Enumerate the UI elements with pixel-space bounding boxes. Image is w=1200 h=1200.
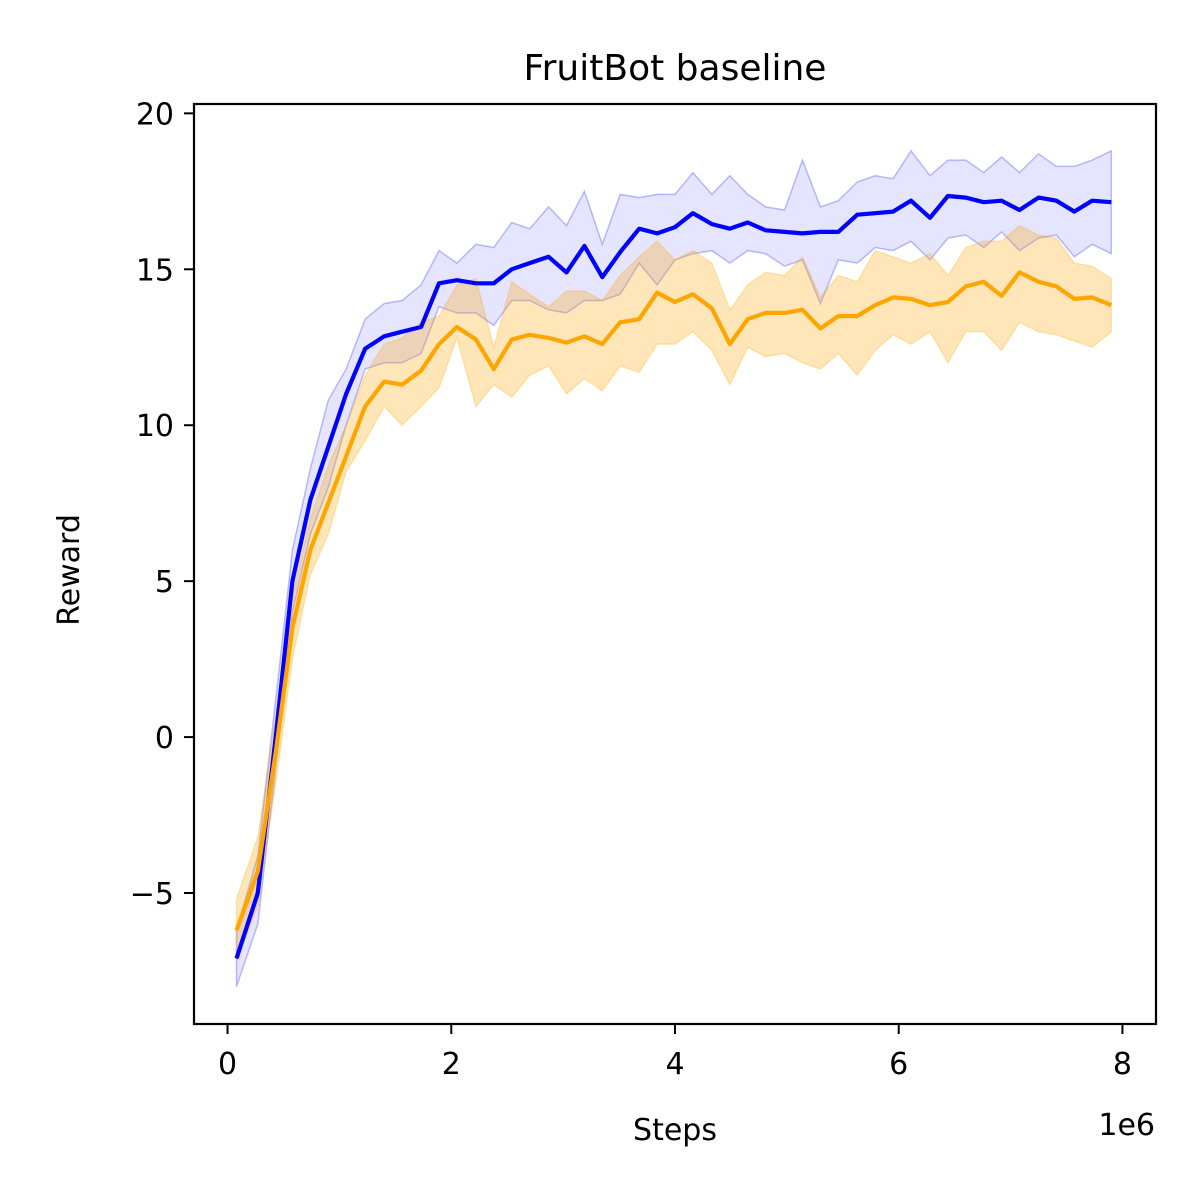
y-tick-label: −5 xyxy=(130,877,174,912)
x-tick-label: 4 xyxy=(665,1047,684,1082)
series-2-line xyxy=(234,270,1113,932)
series-1-band xyxy=(235,149,1113,987)
series-2-band xyxy=(235,224,1113,962)
x-axis-label: Steps xyxy=(633,1113,717,1148)
chart-title: FruitBot baseline xyxy=(524,48,827,89)
series-lines xyxy=(234,193,1113,960)
y-tick-label: 15 xyxy=(136,253,174,288)
x-tick-label: 2 xyxy=(442,1047,461,1082)
y-tick-label: 0 xyxy=(155,721,174,756)
y-tick-label: 10 xyxy=(136,409,174,444)
x-axis-offset-text: 1e6 xyxy=(1098,1108,1155,1143)
x-tick-label: 8 xyxy=(1113,1047,1132,1082)
y-axis-ticks: −5 0 5 10 15 20 xyxy=(130,97,194,912)
y-axis-label: Reward xyxy=(52,514,87,626)
y-tick-label: 5 xyxy=(155,565,174,600)
y-tick-label: 20 xyxy=(136,97,174,132)
x-tick-label: 6 xyxy=(889,1047,908,1082)
series-1-line xyxy=(234,193,1112,960)
x-axis-ticks: 0 2 4 6 8 xyxy=(218,1024,1132,1082)
x-tick-label: 0 xyxy=(218,1047,237,1082)
confidence-bands xyxy=(235,149,1113,987)
